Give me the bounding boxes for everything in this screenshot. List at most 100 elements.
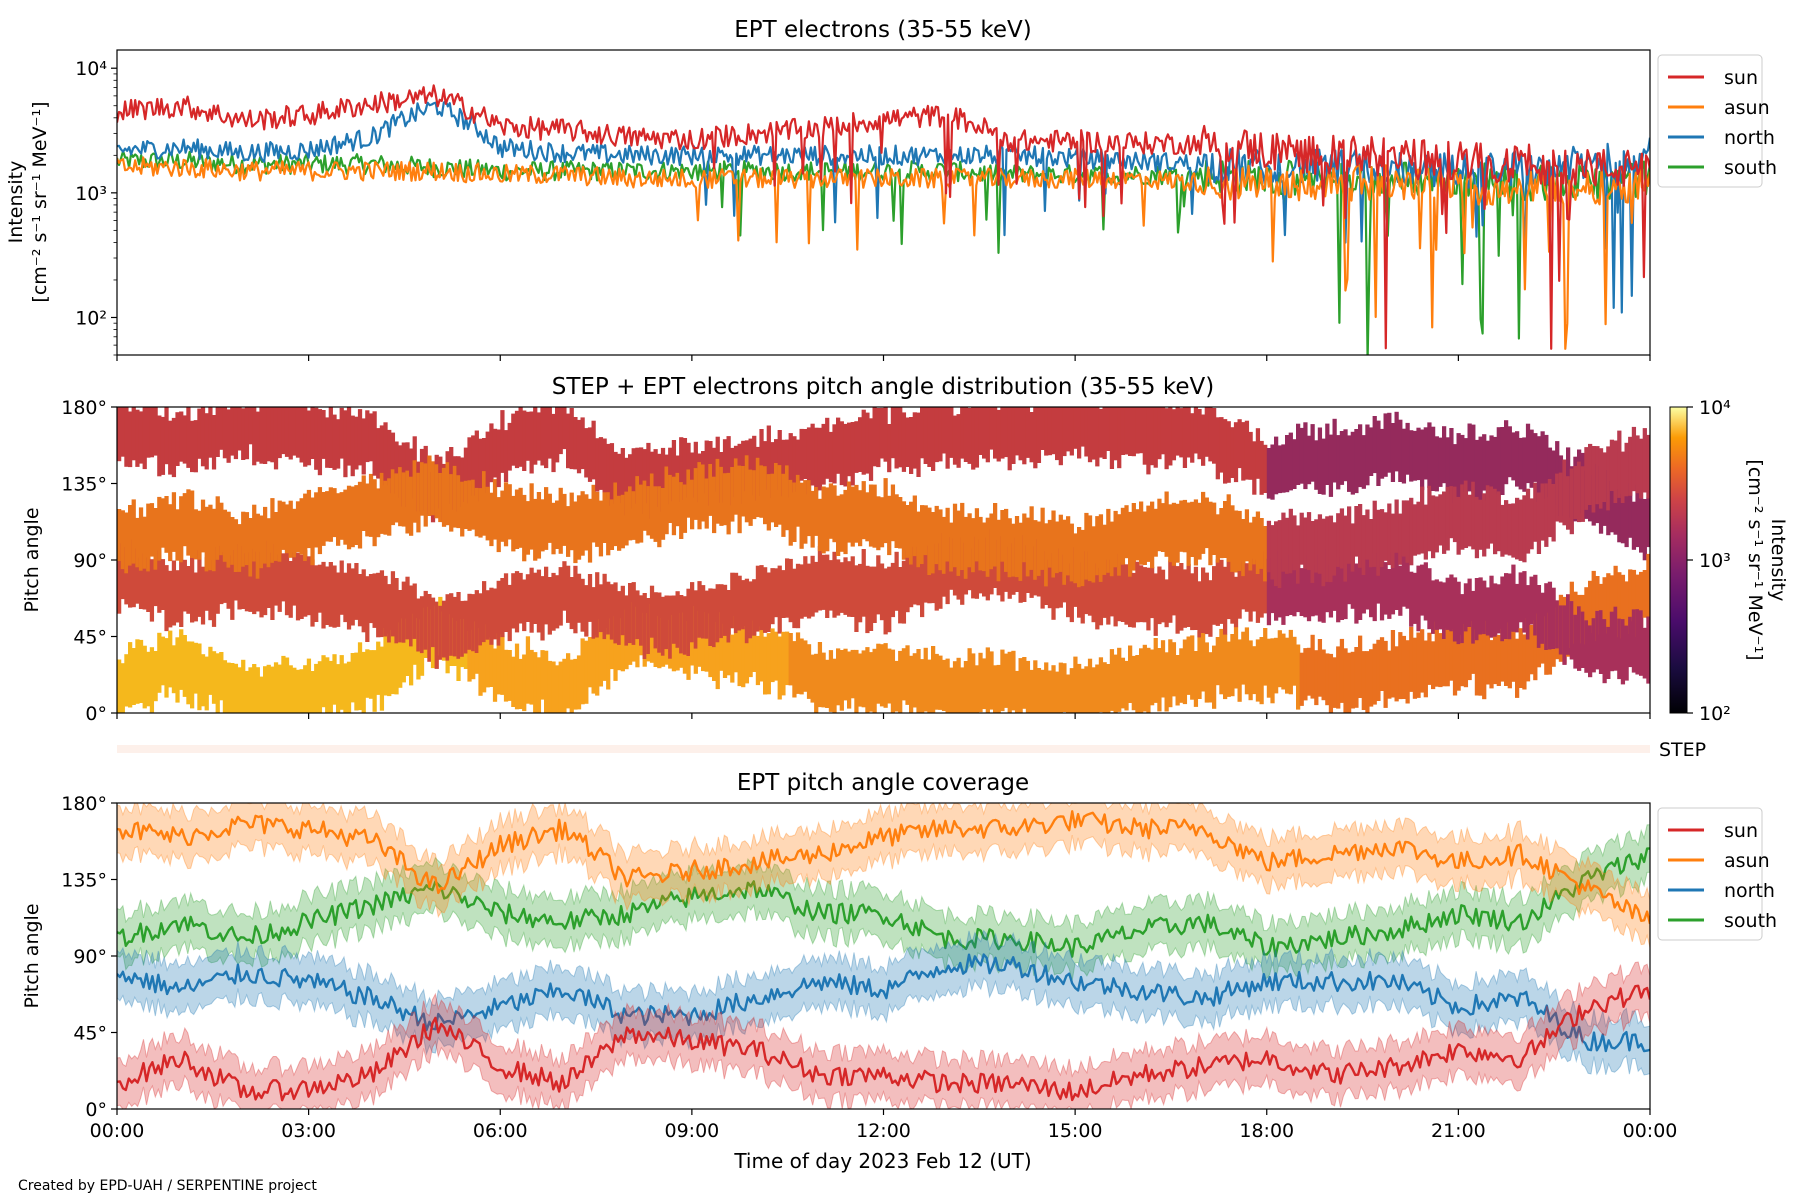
p3-ytick-label: 0° [85,1099,107,1121]
heatmap-cell-sun [317,661,323,713]
heatmap-cell-sun [741,627,746,688]
heatmap-cell-north [244,553,250,612]
heatmap-cell-north [635,590,640,640]
heatmap-cell-north [1409,571,1414,627]
legend-label-sun: sun [1724,820,1758,842]
heatmap-cell-north [792,568,797,629]
heatmap-cell-asun [379,425,385,491]
heatmap-cell-sun [1584,587,1589,645]
heatmap-cell-asun [1474,439,1480,498]
heatmap-cell-north [730,572,735,629]
heatmap-cell-asun [1164,408,1169,470]
heatmap-cell-sun [1201,632,1206,692]
heatmap-cell-asun [1314,440,1319,490]
heatmap-cell-sun [770,628,775,683]
heatmap-cell-asun [1197,409,1202,460]
heatmap-cell-asun [595,438,600,492]
heatmap-cell-south [1485,485,1491,549]
heatmap-cell-south [1022,513,1027,563]
heatmap-cell-south [1452,486,1458,543]
heatmap-cell-south [576,495,582,560]
heatmap-cell-sun [1613,565,1618,626]
heatmap-cell-sun [1296,644,1301,710]
heatmap-cell-asun [555,407,560,463]
heatmap-cell-asun [639,447,644,512]
heatmap-cell-sun [934,653,939,710]
heatmap-cell-sun [321,655,326,708]
heatmap-cell-asun [299,407,304,463]
heatmap-cell-north [1328,564,1334,618]
heatmap-cell-sun [117,659,122,713]
heatmap-cell-south [708,464,713,516]
heatmap-cell-south [788,479,793,546]
heatmap-cell-asun [1029,412,1034,463]
heatmap-cell-north [1383,562,1388,615]
heatmap-cell-north [591,587,596,639]
heatmap-cell-south [931,512,936,574]
heatmap-cell-south [1482,493,1487,557]
heatmap-cell-asun [1036,407,1042,463]
heatmap-cell-sun [876,643,881,704]
heatmap-cell-south [153,508,158,570]
heatmap-cell-north [1047,559,1053,609]
heatmap-cell-north [1343,563,1348,620]
heatmap-cell-south [1394,499,1399,553]
heatmap-cell-asun [766,425,771,490]
heatmap-cell-south [1197,502,1202,560]
heatmap-cell-asun [138,411,144,464]
heatmap-cell-south [602,492,607,543]
heatmap-cell-sun [525,636,531,704]
heatmap-cell-asun [722,439,728,503]
heatmap-cell-north [785,558,790,618]
legend-label-asun: asun [1724,850,1770,872]
heatmap-cell-sun [1157,648,1162,712]
heatmap-cell-south [390,469,396,526]
heatmap-cell-south [200,499,206,553]
heatmap-cell-sun [157,632,162,693]
heatmap-cell-north [777,565,782,634]
heatmap-cell-north [1109,559,1115,617]
heatmap-cell-north [1452,577,1458,642]
heatmap-cell-sun [281,655,286,713]
heatmap-cell-sun [1146,647,1151,713]
heatmap-cell-south [1383,512,1388,561]
heatmap-cell-south [1157,498,1162,552]
heatmap-cell-north [1489,575,1494,638]
heatmap-cell-north [208,568,213,621]
heatmap-cell-sun [215,653,220,713]
legend-label-north: north [1724,880,1775,902]
heatmap-cell-north [770,568,775,625]
legend-label-north: north [1724,127,1775,149]
heatmap-cell-asun [609,443,615,506]
colorbar-label-line2: [cm⁻² s⁻¹ sr⁻¹ MeV⁻¹] [1744,459,1766,660]
heatmap-cell-south [409,476,414,536]
heatmap-cell-north [522,579,527,632]
heatmap-cell-south [701,464,706,522]
heatmap-cell-south [1007,518,1012,578]
heatmap-cell-north [182,559,187,612]
heatmap-cell-south [609,499,615,550]
heatmap-cell-sun [1383,640,1388,708]
heatmap-cell-sun [1317,639,1323,697]
heatmap-cell-asun [1263,444,1268,493]
heatmap-cell-north [354,563,359,620]
heatmap-cell-sun [566,653,571,709]
heatmap-cell-north [1504,573,1509,639]
heatmap-cell-south [1577,461,1582,523]
heatmap-cell-south [755,457,761,518]
heatmap-cell-asun [1025,407,1031,458]
heatmap-cell-sun [1025,660,1031,713]
heatmap-cell-sun [1179,648,1184,703]
heatmap-cell-sun [522,654,527,712]
heatmap-cell-asun [1325,423,1330,485]
heatmap-cell-south [441,467,447,527]
heatmap-cell-north [1077,566,1082,618]
heatmap-cell-asun [1536,436,1542,502]
heatmap-cell-asun [1493,436,1498,498]
heatmap-cell-asun [1270,444,1275,500]
heatmap-cell-asun [1299,427,1304,484]
heatmap-cell-asun [200,407,206,467]
heatmap-cell-asun [883,407,888,462]
heatmap-cell-sun [1485,620,1491,685]
heatmap-cell-north [1124,564,1129,625]
